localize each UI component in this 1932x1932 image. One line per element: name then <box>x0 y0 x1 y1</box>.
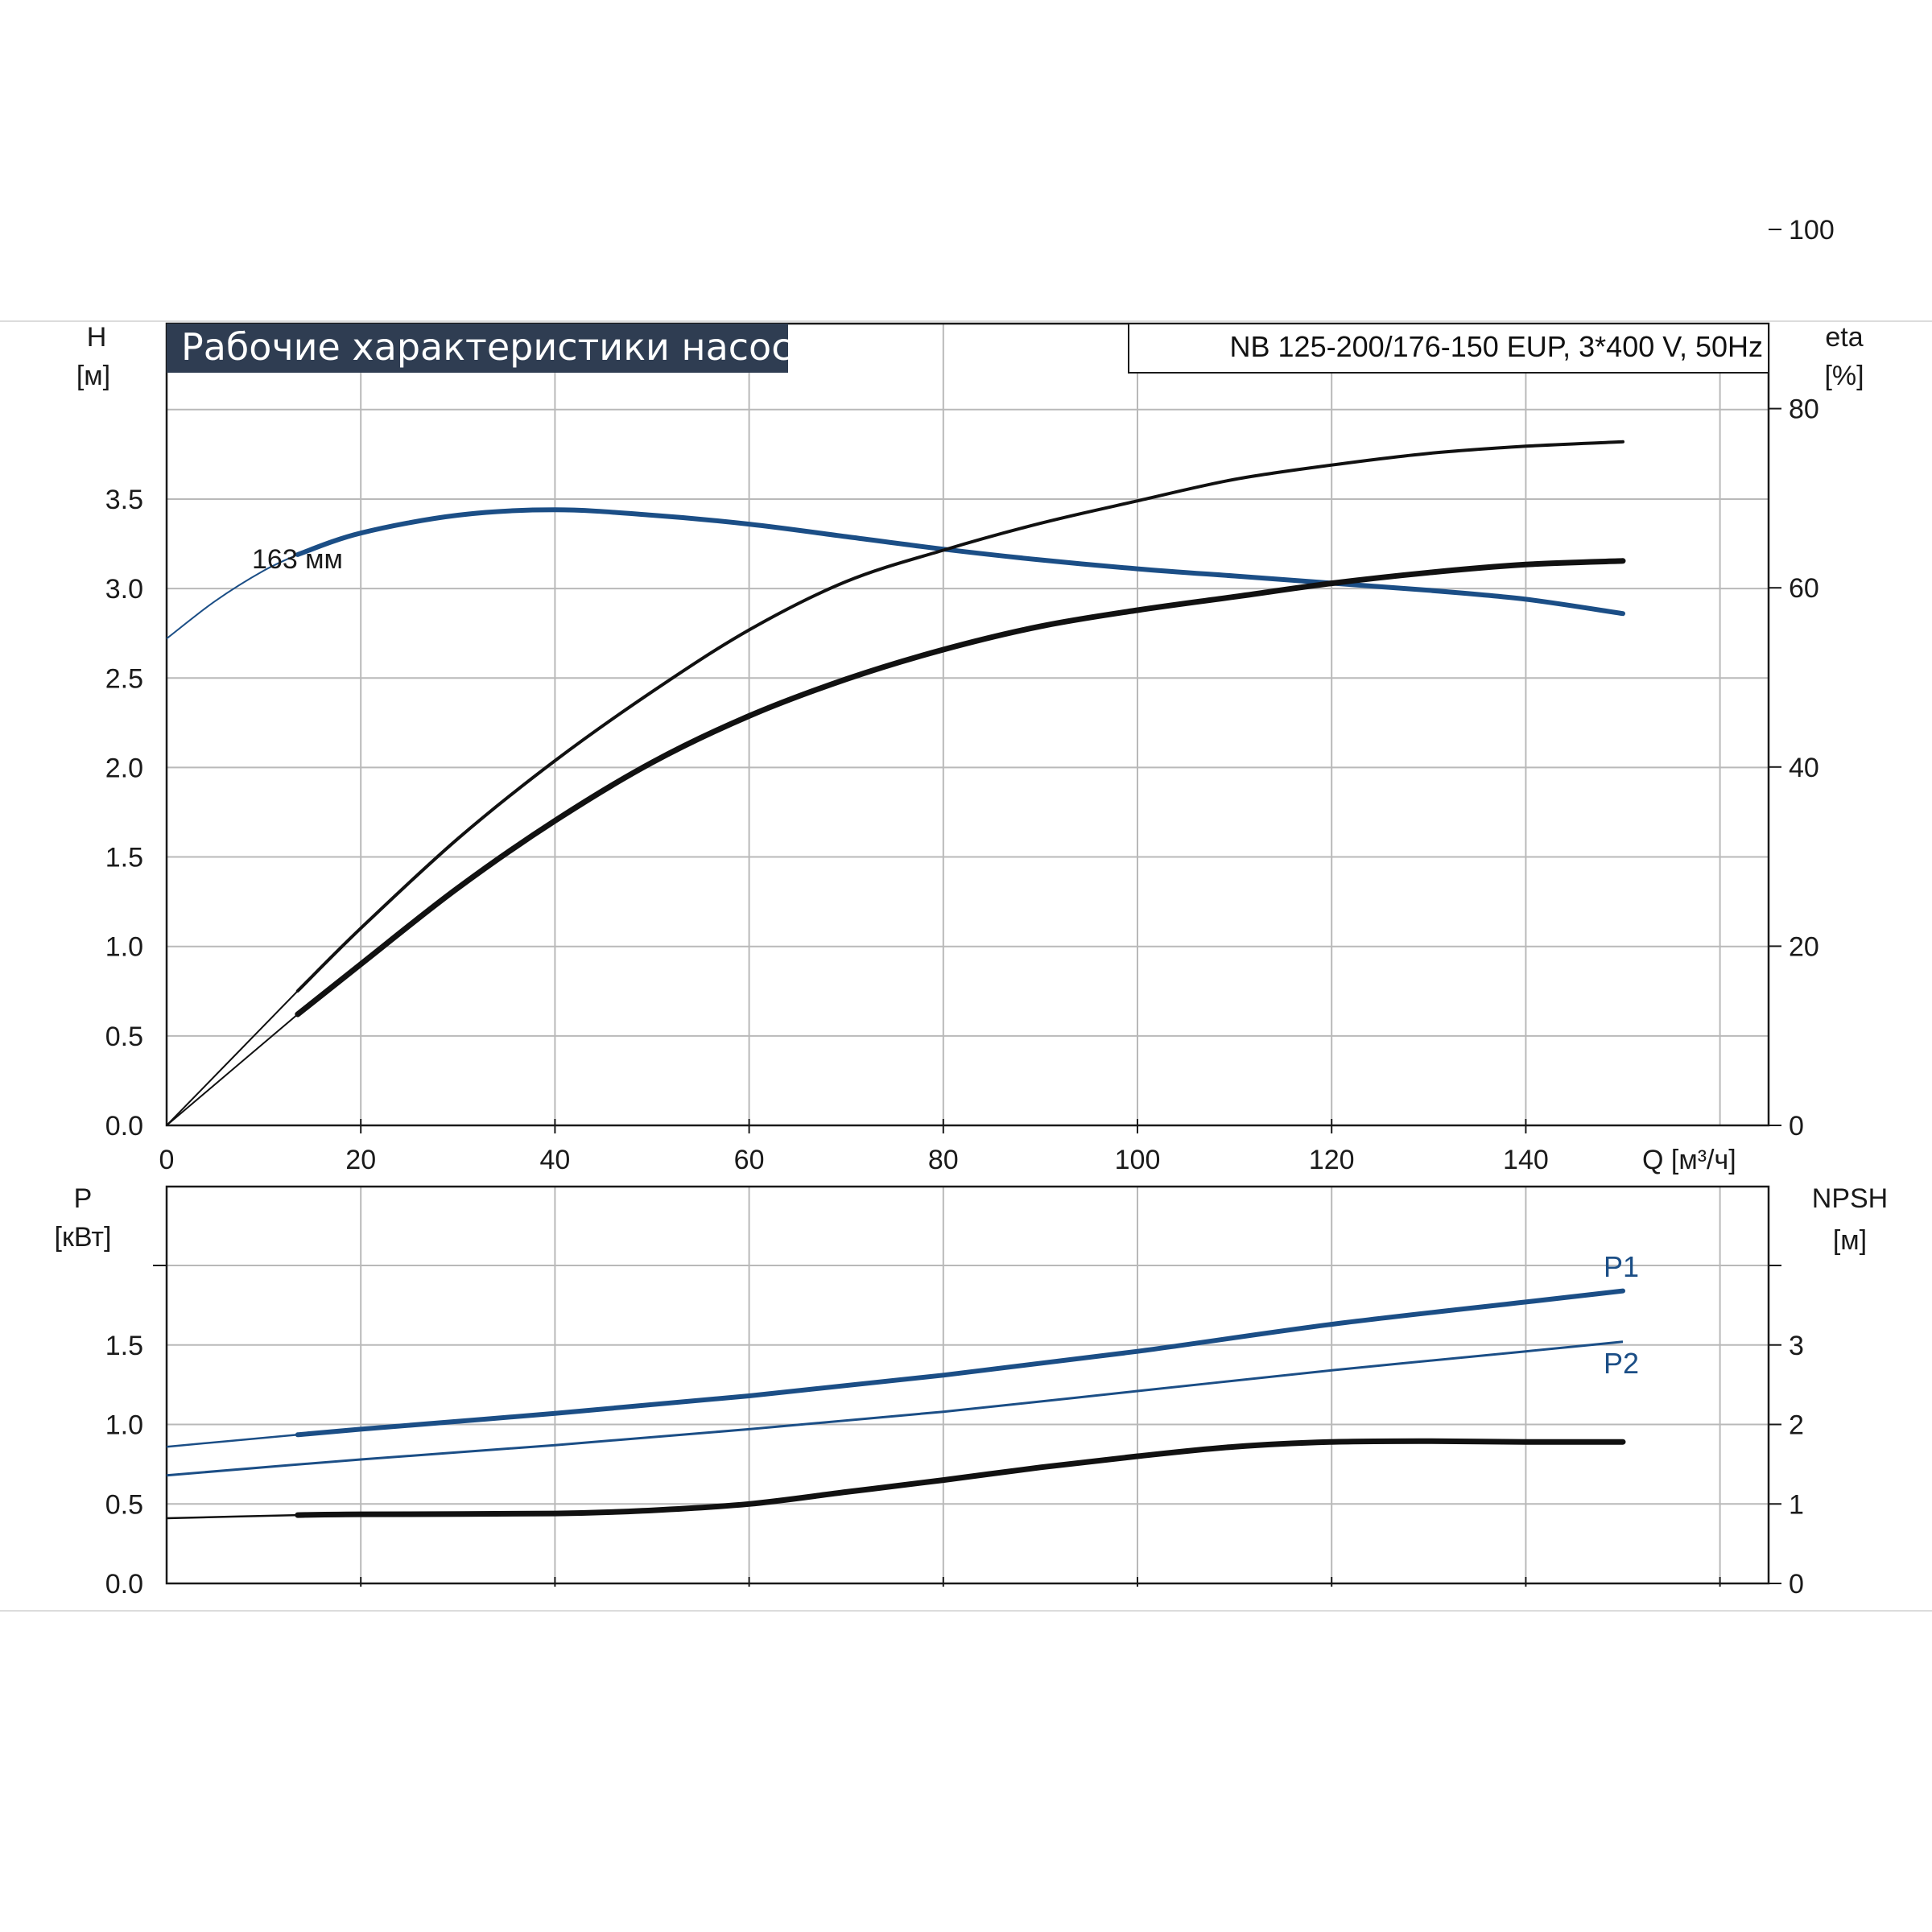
x-tick-label: 0 <box>159 1145 175 1175</box>
y-axis-unit-h: [м] <box>76 361 110 391</box>
y-axis-unit-npsh: [м] <box>1833 1225 1867 1256</box>
top-ticks: 0.0 0.5 1.0 1.5 2.0 2.5 3.0 3.5 0 20 40 60 80 100 120 1… <box>105 215 1835 1175</box>
bottom-ticks: 0.0 0.5 1.0 1.5 0 1 2 3 <box>105 1265 1804 1600</box>
series-label-p2: P2 <box>1604 1347 1639 1380</box>
y-tick-label-h: 3.0 <box>105 574 143 605</box>
p1-curve-extension <box>166 1434 298 1448</box>
chart-title: Рабочие характеристики насоса <box>181 325 815 369</box>
y-tick-label-h: 3.5 <box>105 485 143 515</box>
title-box <box>167 324 788 373</box>
y-tick-label-eta: 40 <box>1789 753 1819 783</box>
y-tick-label-p: 0.0 <box>105 1569 143 1600</box>
y-axis-label-p: P <box>74 1183 93 1214</box>
eta-total-curve <box>295 558 1626 1018</box>
bottom-grid <box>167 1187 1769 1583</box>
top-grid <box>167 324 1769 1125</box>
top-curves <box>166 440 1626 1126</box>
y-tick-label-h: 2.5 <box>105 663 143 694</box>
y-tick-label-npsh: 1 <box>1789 1489 1804 1520</box>
x-tick-label: 60 <box>734 1145 765 1175</box>
y-tick-label-p: 1.0 <box>105 1410 143 1441</box>
x-tick-label: 140 <box>1503 1145 1549 1175</box>
model-box <box>1128 323 1769 374</box>
bottom-plot-frame <box>165 1185 1770 1585</box>
y-tick-label-eta: 60 <box>1789 573 1819 604</box>
y-tick-label-p: 1.5 <box>105 1331 143 1361</box>
y-tick-label-npsh: 2 <box>1789 1410 1804 1441</box>
eta-curve <box>295 440 1624 993</box>
top-panel: 0.0 0.5 1.0 1.5 2.0 2.5 3.0 3.5 0 20 40 60 80 100 120 1… <box>76 215 1864 1175</box>
bottom-panel: 0.0 0.5 1.0 1.5 0 1 2 3 P [кВт] NPSH [м] P1 P2 <box>55 1183 1889 1600</box>
x-axis-label: Q [м³/ч] <box>1642 1145 1736 1175</box>
npsh-curve <box>295 1438 1626 1518</box>
y-tick-label-eta: 100 <box>1789 215 1835 246</box>
x-tick-label: 40 <box>539 1145 570 1175</box>
h-curve-extension <box>166 553 299 640</box>
y-tick-label-p: 0.5 <box>105 1489 143 1520</box>
npsh-curve-extension <box>166 1513 298 1520</box>
y-tick-label-eta: 20 <box>1789 931 1819 962</box>
y-tick-label-h: 0.0 <box>105 1111 143 1141</box>
eta-curve-extension <box>166 990 299 1126</box>
y-axis-unit-p: [кВт] <box>55 1222 112 1253</box>
y-axis-label-eta: eta <box>1825 322 1863 353</box>
y-tick-label-npsh: 0 <box>1789 1569 1804 1600</box>
y-tick-label-npsh: 3 <box>1789 1331 1804 1361</box>
y-tick-label-eta: 80 <box>1789 394 1819 425</box>
x-tick-label: 100 <box>1115 1145 1161 1175</box>
top-plot-frame <box>165 322 1770 1127</box>
p1-curve <box>295 1288 1625 1438</box>
y-tick-label-h: 2.0 <box>105 753 143 783</box>
x-tick-label: 80 <box>928 1145 959 1175</box>
model-label: NB 125-200/176-150 EUP, 3*400 V, 50Hz <box>1230 330 1763 363</box>
x-tick-label: 120 <box>1309 1145 1355 1175</box>
y-tick-label-h: 0.5 <box>105 1022 143 1052</box>
y-tick-label-h: 1.5 <box>105 843 143 873</box>
x-tick-label: 20 <box>345 1145 376 1175</box>
h-curve <box>295 507 1625 617</box>
y-axis-label-npsh: NPSH <box>1812 1183 1888 1214</box>
p2-curve <box>166 1340 1624 1477</box>
eta-total-curve-extension <box>166 1013 299 1126</box>
y-tick-label-h: 1.0 <box>105 932 143 963</box>
annotation-163mm: 163 мм <box>252 544 343 575</box>
y-axis-unit-eta: [%] <box>1824 361 1864 391</box>
bottom-curves <box>166 1288 1626 1520</box>
series-label-p1: P1 <box>1604 1250 1639 1283</box>
y-axis-label-h: H <box>87 322 107 353</box>
y-tick-label-eta: 0 <box>1789 1111 1804 1141</box>
